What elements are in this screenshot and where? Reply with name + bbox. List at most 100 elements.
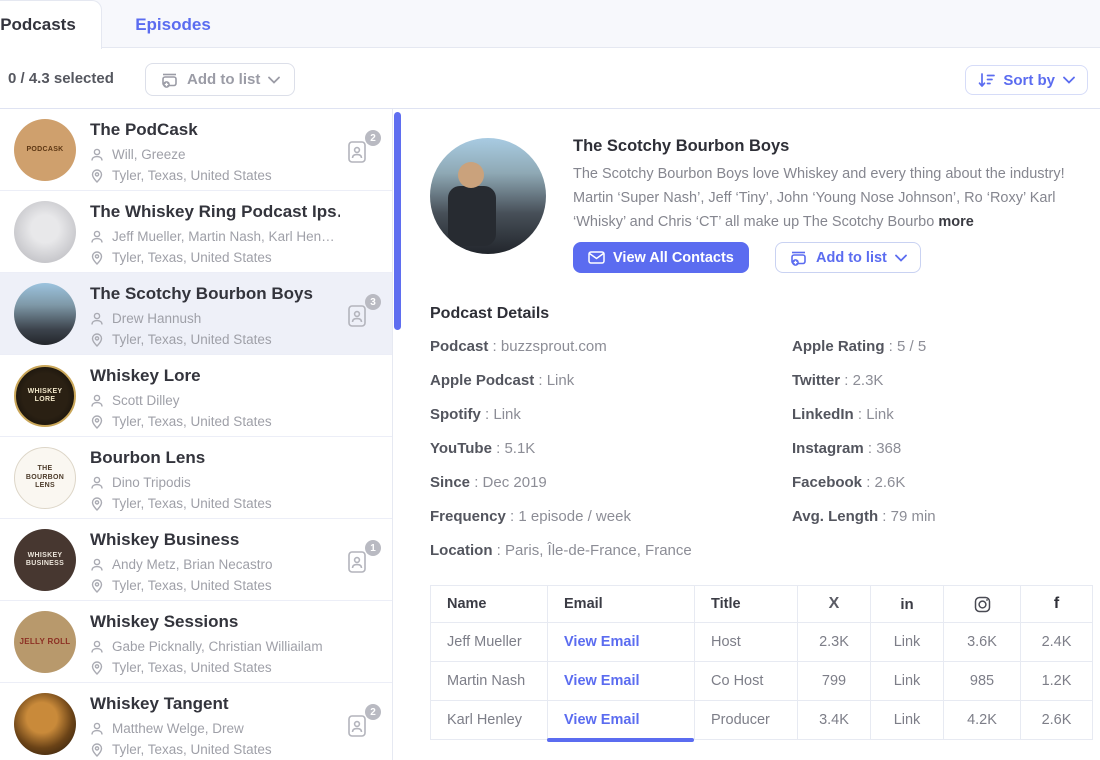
podcast-title: Whiskey Sessions xyxy=(90,612,239,631)
chevron-down-icon xyxy=(1063,76,1075,84)
location-pin-icon xyxy=(90,168,104,183)
view-email-link[interactable]: View Email xyxy=(564,673,640,689)
podcast-hosts: Andy Metz, Brian Necastro xyxy=(90,557,350,572)
podcast-hosts: Dino Tripodis xyxy=(90,475,350,490)
contact-x-followers: 2.3K xyxy=(797,622,871,662)
contact-title: Co Host xyxy=(694,661,798,701)
sort-by-button[interactable]: Sort by xyxy=(965,65,1088,95)
list-item-whiskey-sessions[interactable]: JELLY ROLL Whiskey Sessions Gabe Picknal… xyxy=(0,601,392,683)
facebook-icon: f xyxy=(1020,585,1093,623)
podcast-location: Tyler, Texas, United States xyxy=(90,168,350,183)
chevron-down-icon xyxy=(894,254,907,262)
podcast-detail-panel: The Scotchy Bourbon Boys The Scotchy Bou… xyxy=(405,109,1100,760)
podcast-hosts: Drew Hannush xyxy=(90,311,350,326)
linkedin-icon: in xyxy=(870,585,944,623)
podcast-location: Tyler, Texas, United States xyxy=(90,742,350,757)
podcast-avatar xyxy=(14,693,76,755)
person-icon xyxy=(90,394,104,408)
contact-facebook: 2.6K xyxy=(1020,700,1093,740)
podcast-location: Tyler, Texas, United States xyxy=(90,660,350,675)
add-to-list-button[interactable]: Add to list xyxy=(145,63,296,96)
podcast-hosts: Matthew Welge, Drew xyxy=(90,721,350,736)
contact-name: Karl Henley xyxy=(430,700,548,740)
location-pin-icon xyxy=(90,250,104,265)
contact-count-badge: 1 xyxy=(346,540,381,579)
podcast-title: Whiskey Business xyxy=(90,530,240,549)
list-item-bourbon-lens[interactable]: THE BOURBON LENS Bourbon Lens Dino Tripo… xyxy=(0,437,392,519)
contact-row-karl-henley: Karl Henley View Email Producer 3.4K Lin… xyxy=(430,700,1093,740)
podcast-location: Tyler, Texas, United States xyxy=(90,496,350,511)
podcast-title: The PodCask xyxy=(90,120,198,139)
detail-field-linkedin: LinkedIn : Link xyxy=(792,406,894,423)
tab-podcasts[interactable]: Podcasts xyxy=(0,0,102,49)
person-icon xyxy=(90,640,104,654)
podcast-title: Whiskey Tangent xyxy=(90,694,229,713)
contact-count-badge: 2 xyxy=(346,130,381,169)
podcast-title: The Whiskey Ring Podcast Ips… xyxy=(90,202,340,221)
contact-instagram: 3.6K xyxy=(943,622,1021,662)
location-pin-icon xyxy=(90,578,104,593)
detail-add-to-list-button[interactable]: Add to list xyxy=(775,242,921,273)
podcast-avatar xyxy=(14,201,76,263)
podcast-location: Tyler, Texas, United States xyxy=(90,578,350,593)
detail-field-twitter: Twitter : 2.3K xyxy=(792,372,884,389)
more-link[interactable]: more xyxy=(938,214,974,230)
detail-field-instagram: Instagram : 368 xyxy=(792,440,902,457)
tab-episodes[interactable]: Episodes xyxy=(108,0,238,49)
column-header-title: Title xyxy=(694,585,798,623)
toolbar: 0 / 4.3 selected Add to list So xyxy=(0,49,1100,109)
list-scrollbar-thumb[interactable] xyxy=(394,112,401,330)
tab-episodes-label: Episodes xyxy=(135,14,211,34)
person-icon xyxy=(90,148,104,162)
podcast-hosts: Jeff Mueller, Martin Nash, Karl Hen… xyxy=(90,229,350,244)
person-icon xyxy=(90,312,104,326)
podcast-avatar: JELLY ROLL xyxy=(14,611,76,673)
list-item-whiskey-lore[interactable]: WHISKEY LORE Whiskey Lore Scott Dilley T… xyxy=(0,355,392,437)
view-email-link[interactable]: View Email xyxy=(564,712,640,728)
column-header-name: Name xyxy=(430,585,548,623)
contact-count-badge: 2 xyxy=(346,704,381,743)
list-item-scotchy-bourbon-boys[interactable]: The Scotchy Bourbon Boys Drew Hannush Ty… xyxy=(0,273,392,355)
detail-avatar xyxy=(430,138,546,254)
detail-field-frequency: Frequency : 1 episode / week xyxy=(430,508,631,525)
sort-icon xyxy=(978,72,996,88)
x-twitter-icon: X xyxy=(797,585,871,623)
list-item-whiskey-ring[interactable]: The Whiskey Ring Podcast Ips… Jeff Muell… xyxy=(0,191,392,273)
location-pin-icon xyxy=(90,414,104,429)
tab-podcasts-label: Podcasts xyxy=(0,15,76,34)
view-all-contacts-button[interactable]: View All Contacts xyxy=(573,242,749,273)
podcast-list: PODCASK The PodCask Will, Greeze Tyler, … xyxy=(0,109,393,760)
details-column-right: Apple Rating : 5 / 5 Twitter : 2.3K Link… xyxy=(792,330,1092,534)
person-icon xyxy=(90,230,104,244)
chevron-down-icon xyxy=(268,76,281,84)
column-header-email: Email xyxy=(547,585,695,623)
contact-facebook: 1.2K xyxy=(1020,661,1093,701)
contact-instagram: 4.2K xyxy=(943,700,1021,740)
list-item-whiskey-tangent[interactable]: Whiskey Tangent Matthew Welge, Drew Tyle… xyxy=(0,683,392,760)
contact-row-martin-nash: Martin Nash View Email Co Host 799 Link … xyxy=(430,661,1093,701)
list-item-whiskey-business[interactable]: WHISKEY BUSINESS Whiskey Business Andy M… xyxy=(0,519,392,601)
podcast-avatar: PODCASK xyxy=(14,119,76,181)
detail-field-facebook: Facebook : 2.6K xyxy=(792,474,906,491)
sort-by-label: Sort by xyxy=(1003,71,1055,89)
add-to-list-label: Add to list xyxy=(187,71,261,88)
add-to-list-icon xyxy=(789,248,808,267)
contact-name: Jeff Mueller xyxy=(430,622,548,662)
contact-facebook: 2.4K xyxy=(1020,622,1093,662)
contact-title: Host xyxy=(694,622,798,662)
list-item-the-podcask[interactable]: PODCASK The PodCask Will, Greeze Tyler, … xyxy=(0,109,392,191)
detail-field-podcast: Podcast : buzzsprout.com xyxy=(430,338,607,355)
detail-field-since: Since : Dec 2019 xyxy=(430,474,547,491)
contact-row-jeff-mueller: Jeff Mueller View Email Host 2.3K Link 3… xyxy=(430,622,1093,662)
envelope-icon xyxy=(588,251,605,264)
contact-x-followers: 3.4K xyxy=(797,700,871,740)
contact-title: Producer xyxy=(694,700,798,740)
detail-field-location: Location : Paris, Île-de-France, France xyxy=(430,542,692,559)
podcast-avatar: THE BOURBON LENS xyxy=(14,447,76,509)
person-icon xyxy=(90,476,104,490)
detail-title: The Scotchy Bourbon Boys xyxy=(573,137,790,155)
contact-linkedin: Link xyxy=(870,700,944,740)
contact-name: Martin Nash xyxy=(430,661,548,701)
view-email-link[interactable]: View Email xyxy=(564,634,640,650)
